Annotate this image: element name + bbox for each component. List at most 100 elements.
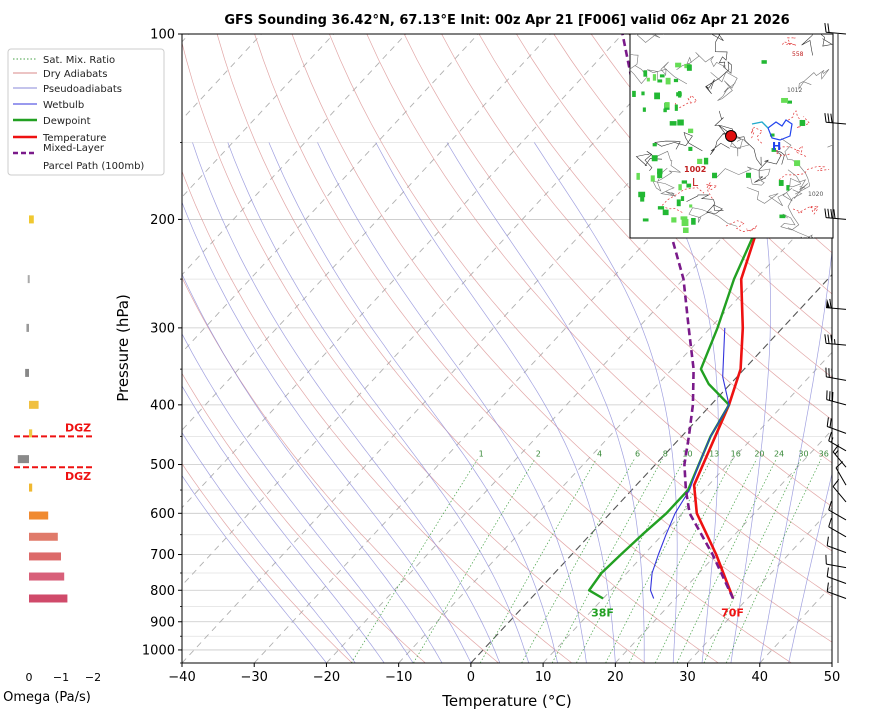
wind-barb-feather <box>829 518 832 527</box>
map-precip <box>689 204 692 207</box>
map-precip <box>686 184 691 188</box>
mixing-ratio-label: 13 <box>709 450 719 459</box>
omega-bar <box>29 552 61 560</box>
omega-bar <box>18 455 29 463</box>
map-precip <box>660 74 665 77</box>
map-precip <box>687 65 692 71</box>
map-precip <box>800 120 806 126</box>
map-precip <box>663 109 666 113</box>
map-precip <box>641 91 644 95</box>
map-precip <box>675 63 681 68</box>
map-precip <box>653 143 657 146</box>
map-precip <box>677 120 684 126</box>
omega-bar <box>29 401 39 409</box>
surface-temp-label: 70F <box>721 606 744 619</box>
mixing-ratio-label: 2 <box>536 450 541 459</box>
x-tick-label: 20 <box>607 670 624 685</box>
wind-barb-half-feather <box>834 339 835 344</box>
map-precip <box>779 215 785 219</box>
map-pressure-label: 1020 <box>808 191 823 198</box>
map-precip <box>676 92 682 96</box>
legend-label: Dewpoint <box>43 116 91 127</box>
omega-bar <box>29 512 48 520</box>
map-precip <box>654 93 660 100</box>
x-tick-label: −20 <box>313 670 340 685</box>
mixing-ratio-label: 36 <box>819 450 829 459</box>
wind-barb-feather <box>828 335 829 344</box>
wind-barb <box>836 468 846 485</box>
mixing-ratio-label: 6 <box>635 450 640 459</box>
wind-barb-feather <box>827 417 828 426</box>
map-precip <box>643 107 646 111</box>
wind-barb-feather <box>828 23 829 32</box>
wind-barb <box>827 400 846 405</box>
map-precip <box>681 196 684 201</box>
wind-barb <box>826 343 846 345</box>
legend-box <box>8 49 164 175</box>
pseudoadiabat <box>134 143 442 664</box>
y-axis-label: Pressure (hPa) <box>114 294 132 402</box>
map-precip <box>666 78 671 85</box>
wind-barb-feather <box>830 299 831 308</box>
wind-barb <box>827 577 846 584</box>
omega-bar <box>29 215 34 223</box>
mixing-ratio-label: 1 <box>479 450 484 459</box>
map-precip <box>691 218 696 225</box>
legend-label: Dry Adiabats <box>43 69 107 80</box>
map-precip <box>658 206 664 209</box>
map-precip <box>636 173 639 180</box>
map-low-label: L <box>692 176 699 189</box>
y-tick-label: 300 <box>150 321 175 336</box>
map-height-label: 558 <box>792 51 804 58</box>
wind-barb-feather <box>825 334 826 343</box>
wind-barb <box>826 308 846 310</box>
mixing-ratio-label: 24 <box>774 450 784 459</box>
legend-label: Mixed-Layer <box>43 143 105 154</box>
legend-label: Pseudoadiabats <box>43 84 122 95</box>
wind-barb-feather <box>825 23 826 32</box>
map-precip <box>781 98 788 103</box>
map-precip <box>643 70 647 76</box>
pseudoadiabat <box>269 143 558 664</box>
pseudoadiabat <box>45 143 326 664</box>
wind-barb <box>833 487 846 502</box>
map-precip <box>652 155 658 161</box>
pseudoadiabat <box>65 143 355 664</box>
x-tick-label: −10 <box>385 670 412 685</box>
map-pressure-label: 1002 <box>684 165 706 174</box>
y-tick-label: 700 <box>150 548 175 563</box>
x-tick-label: 30 <box>679 670 696 685</box>
map-precip <box>779 180 784 186</box>
y-tick-label: 500 <box>150 458 175 473</box>
y-tick-label: 600 <box>150 507 175 522</box>
omega-tick-label: −2 <box>85 671 101 684</box>
map-precip <box>786 185 789 191</box>
map-precip <box>688 129 693 133</box>
y-tick-label: 900 <box>150 615 175 630</box>
map-precip <box>671 217 676 222</box>
map-precip <box>746 173 751 178</box>
legend-label: Parcel Path (100mb) <box>43 161 144 172</box>
x-tick-label: 0 <box>467 670 475 685</box>
x-tick-label: 50 <box>824 670 841 685</box>
map-precip <box>682 219 689 226</box>
omega-bar <box>25 369 29 377</box>
map-precip <box>670 121 677 125</box>
map-precip <box>688 147 692 151</box>
wind-barb-feather <box>827 568 828 577</box>
x-tick-label: −40 <box>168 670 195 685</box>
omega-bar <box>29 429 32 437</box>
map-precip <box>638 192 645 197</box>
map-precip <box>653 74 656 81</box>
legend-label: Wetbulb <box>43 100 84 111</box>
mixing-ratio-label: 30 <box>798 450 808 459</box>
omega-tick-label: −1 <box>53 671 69 684</box>
map-precip <box>651 175 655 181</box>
chart-title: GFS Sounding 36.42°N, 67.13°E Init: 00z … <box>224 13 789 28</box>
omega-bar <box>26 324 29 332</box>
